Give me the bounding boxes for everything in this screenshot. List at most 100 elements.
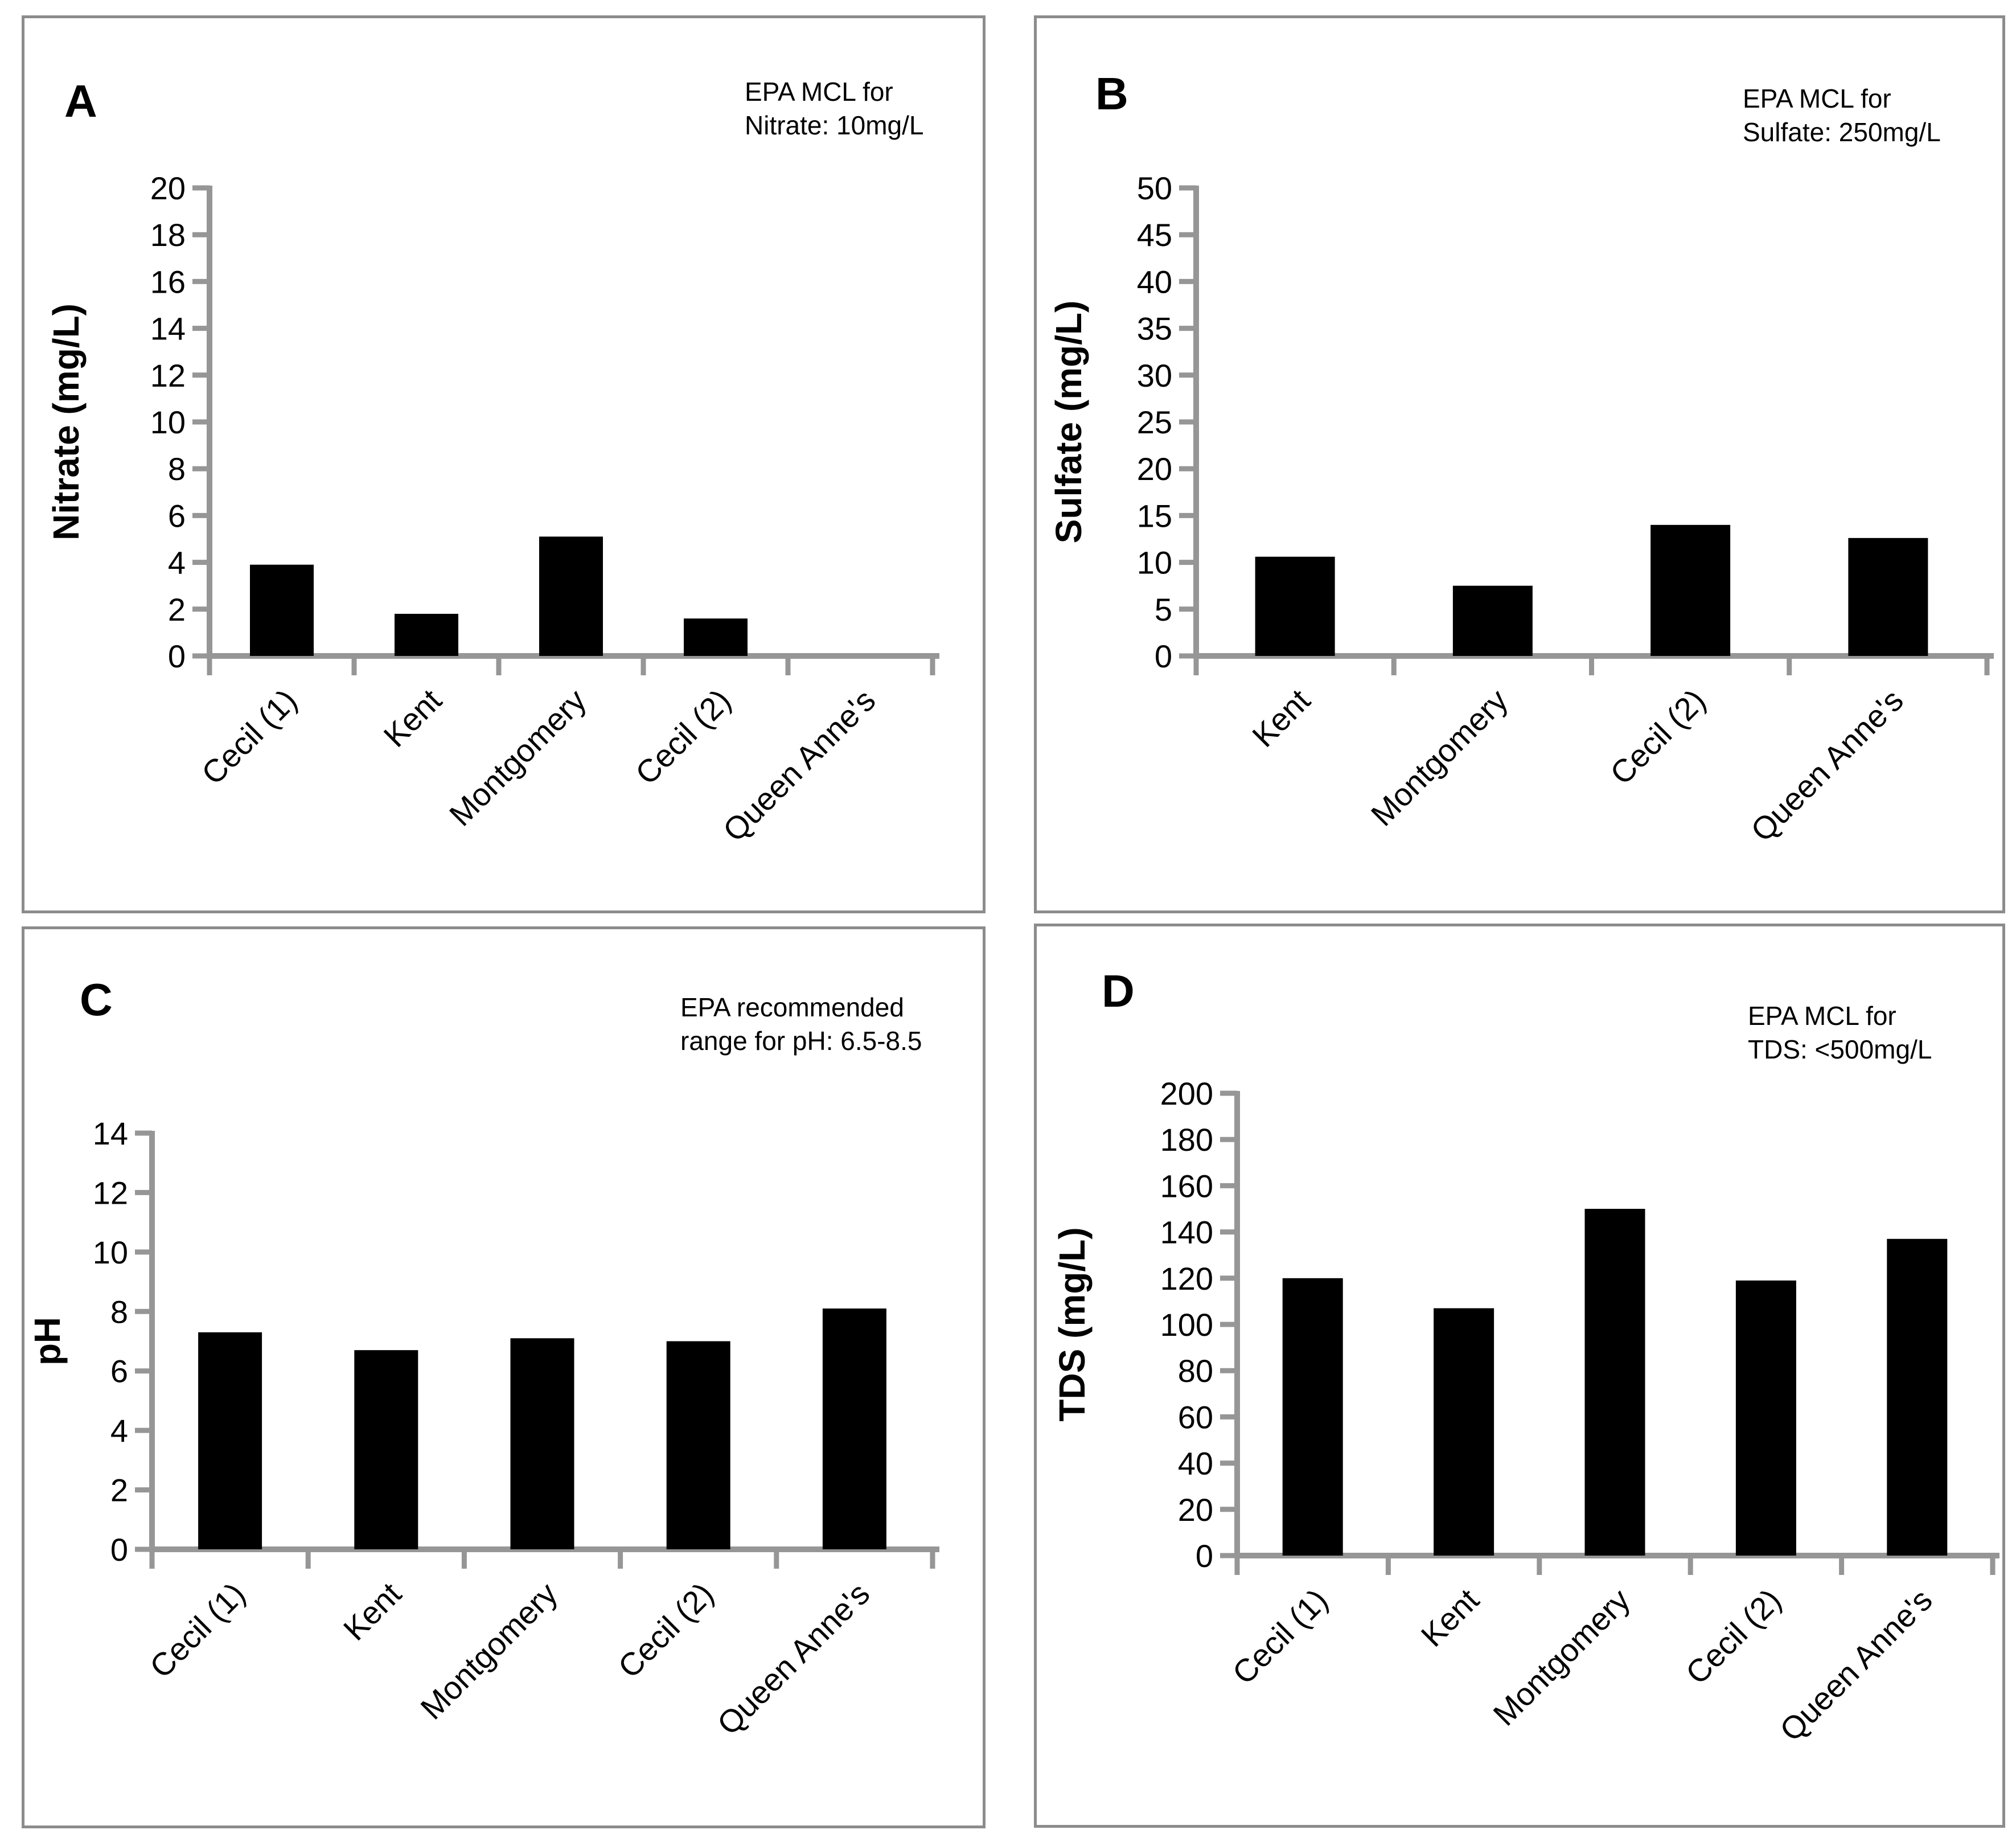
bar-cecil-2 [666,1341,730,1549]
y-tick-label: 12 [93,1175,128,1211]
y-tick-label: 0 [110,1532,128,1568]
panel-a-annotation: EPA MCL for Nitrate: 10mg/L [745,75,923,142]
y-tick-label: 0 [168,638,186,674]
panel-a-annotation-line1: EPA MCL for [745,77,893,106]
x-category-label: Cecil (2) [1603,682,1713,791]
x-category-label: Cecil (2) [611,1576,720,1685]
bar-kent [354,1350,418,1549]
bar-kent [395,614,458,656]
x-category-label: Queen Anne's [1773,1582,1939,1748]
y-axis-title: Sulfate (mg/L) [1048,301,1089,544]
panel-c-letter: C [80,974,113,1025]
bar-cecil-1 [198,1332,262,1549]
x-category-label: Cecil (2) [1678,1582,1788,1691]
panel-c-annotation-line2: range for pH: 6.5-8.5 [680,1025,922,1056]
y-tick-label: 140 [1160,1215,1213,1250]
x-category-label: Cecil (2) [629,682,738,791]
y-tick-label: 16 [150,264,186,300]
y-tick-label: 20 [1178,1492,1213,1528]
y-tick-label: 20 [1137,451,1172,487]
x-category-label: Kent [376,682,448,754]
y-tick-label: 10 [150,404,186,440]
y-tick-label: 4 [110,1413,128,1449]
bar-montgomery [510,1338,574,1549]
y-tick-label: 5 [1155,592,1172,627]
y-tick-label: 10 [93,1234,128,1270]
panel-b-letter: B [1095,68,1129,119]
y-axis-title: pH [27,1317,68,1365]
y-tick-label: 8 [110,1294,128,1330]
panel-c: 0 2 4 6 8 10 12 14 Cecil (1) Kent Montgomery Cecil … [22,926,986,1828]
panel-d-annotation: EPA MCL for TDS: <500mg/L [1748,999,1932,1066]
panel-c-annotation-line1: EPA recommended [680,992,904,1022]
bar-montgomery [1452,585,1533,656]
panel-a-letter: A [64,76,98,126]
panel-a: 0 2 4 6 8 10 12 14 16 18 20 Cecil (1) Kent Montgomery… [22,15,986,913]
y-tick-label: 40 [1137,264,1172,300]
y-tick-label: 180 [1160,1122,1213,1158]
panel-c-chart: 0 2 4 6 8 10 12 14 Cecil (1) Kent Montgomery Cecil … [27,1115,939,1742]
x-category-label: Montgomery [413,1576,564,1726]
x-category-label: Montgomery [1364,682,1515,833]
bar-cecil-2 [1650,524,1731,656]
bar-cecil-2 [684,618,748,656]
panel-d: 0 20 40 60 80 100 120 140 160 180 200 Cecil (1) Kent… [1034,924,2005,1828]
bar-cecil-2 [1735,1280,1796,1556]
y-tick-label: 15 [1137,498,1172,534]
y-tick-label: 2 [168,592,186,627]
panel-b-annotation-line1: EPA MCL for [1743,84,1891,113]
panel-b-annotation-line2: Sulfate: 250mg/L [1743,117,1941,147]
bar-montgomery [1584,1209,1645,1556]
panel-d-annotation-line1: EPA MCL for [1748,1001,1896,1031]
panel-d-letter: D [1102,966,1135,1016]
x-category-label: Cecil (1) [195,682,304,791]
bar-queen-anne-s [1887,1238,1948,1556]
x-category-label: Cecil (1) [143,1576,252,1685]
y-tick-label: 2 [110,1472,128,1508]
x-category-label: Kent [336,1576,408,1647]
x-category-label: Queen Anne's [1744,682,1910,848]
y-tick-label: 18 [150,217,186,253]
y-tick-label: 14 [150,311,186,347]
y-tick-label: 10 [1137,545,1172,581]
x-category-label: Kent [1245,682,1317,754]
y-axis-title: Nitrate (mg/L) [46,303,87,540]
panel-c-annotation: EPA recommended range for pH: 6.5-8.5 [680,991,922,1058]
y-axis-title: TDS (mg/L) [1052,1227,1093,1421]
y-tick-label: 30 [1137,358,1172,393]
y-tick-label: 80 [1178,1353,1213,1389]
panel-a-chart: 0 2 4 6 8 10 12 14 16 18 20 Cecil (1) KentMontgomery… [46,170,939,848]
y-tick-label: 120 [1160,1261,1213,1297]
y-tick-label: 35 [1137,311,1172,347]
y-tick-label: 100 [1160,1307,1213,1343]
bar-montgomery [539,536,603,656]
bar-kent [1434,1308,1494,1556]
y-tick-label: 40 [1178,1446,1213,1482]
bar-queen-anne-s [1848,538,1928,656]
y-tick-label: 0 [1196,1538,1213,1574]
bar-kent [1255,556,1335,656]
y-tick-label: 160 [1160,1168,1213,1204]
bar-cecil-1 [250,564,314,656]
y-tick-label: 12 [150,358,186,393]
x-category-label: Queen Anne's [716,682,882,848]
bar-queen-anne-s [822,1308,886,1549]
y-tick-label: 6 [110,1353,128,1389]
y-tick-label: 6 [168,498,186,534]
y-tick-label: 20 [150,170,186,206]
panel-b-chart: 0 5 10 15 20 25 30 35 40 45 50 Kent Montgomery Cecil … [1048,170,1994,848]
x-category-label: Montgomery [442,682,593,833]
bar-cecil-1 [1282,1278,1343,1556]
y-tick-label: 50 [1137,170,1172,206]
y-tick-label: 200 [1160,1076,1213,1111]
y-tick-label: 25 [1137,404,1172,440]
panel-d-chart: 0 20 40 60 80 100 120 140 160 180 200 Cecil (1) Kent… [1052,1076,1999,1748]
x-category-label: Kent [1414,1582,1486,1654]
y-tick-label: 8 [168,451,186,487]
y-tick-label: 45 [1137,217,1172,253]
x-category-label: Montgomery [1486,1582,1637,1733]
panel-a-annotation-line2: Nitrate: 10mg/L [745,110,924,140]
panel-b: 0 5 10 15 20 25 30 35 40 45 50 Kent Montgomery Cecil … [1034,15,2005,913]
y-tick-label: 0 [1155,638,1172,674]
